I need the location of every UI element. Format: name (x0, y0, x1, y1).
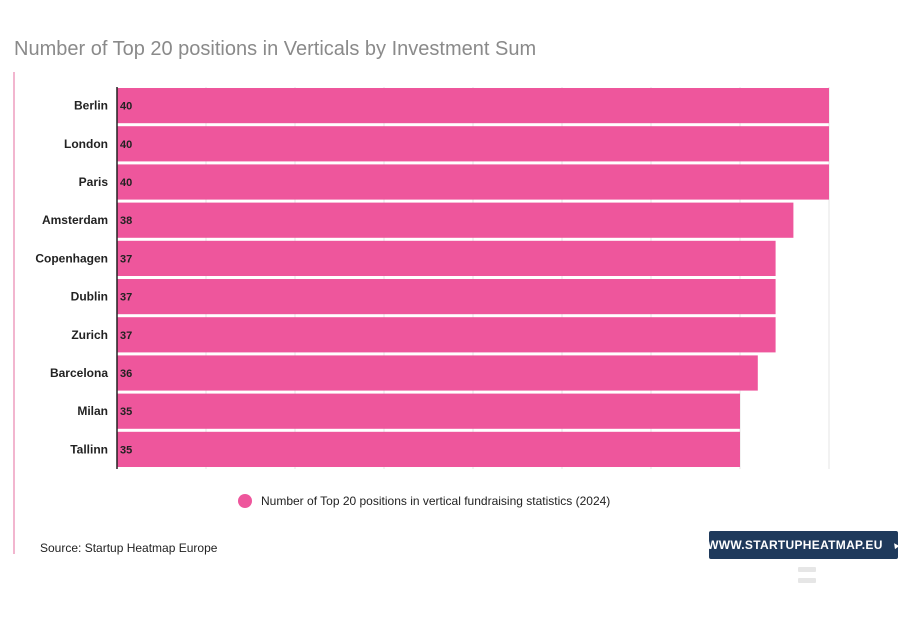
bar (117, 317, 776, 353)
bar (117, 431, 740, 467)
brand-text: WWW.STARTUPHEATMAP.EU (707, 538, 883, 552)
category-label: Barcelona (50, 366, 108, 380)
data-label: 37 (120, 253, 132, 265)
data-label: 37 (120, 292, 132, 304)
data-label: 40 (120, 139, 132, 151)
category-label: Zurich (71, 328, 108, 342)
data-label: 36 (120, 368, 132, 380)
data-label: 35 (120, 444, 132, 456)
bar (117, 355, 758, 391)
legend-label: Number of Top 20 positions in vertical f… (261, 494, 611, 508)
data-label: 35 (120, 406, 132, 418)
category-label: Paris (79, 175, 109, 189)
accent-line (13, 72, 15, 554)
data-label: 38 (120, 215, 132, 227)
data-label: 37 (120, 330, 132, 342)
legend-swatch (238, 494, 252, 508)
category-label: Tallinn (70, 442, 108, 456)
category-label: Berlin (74, 99, 108, 113)
category-label: London (64, 137, 108, 151)
bar (117, 126, 829, 162)
bar (117, 393, 740, 429)
category-label: Copenhagen (35, 251, 108, 265)
category-label: Milan (77, 404, 108, 418)
source-note: Source: Startup Heatmap Europe (40, 541, 218, 555)
bar (117, 88, 829, 124)
chart-title: Number of Top 20 positions in Verticals … (14, 38, 537, 60)
category-label: Dublin (71, 290, 108, 304)
watermark-icon (798, 567, 816, 583)
bar (117, 279, 776, 315)
bar (117, 202, 794, 238)
bar (117, 240, 776, 276)
legend: Number of Top 20 positions in vertical f… (238, 494, 610, 508)
data-label: 40 (120, 177, 132, 189)
category-label: Amsterdam (42, 213, 108, 227)
data-label: 40 (120, 101, 132, 113)
bar (117, 164, 829, 200)
brand-link[interactable]: WWW.STARTUPHEATMAP.EU ▲ (707, 531, 902, 559)
